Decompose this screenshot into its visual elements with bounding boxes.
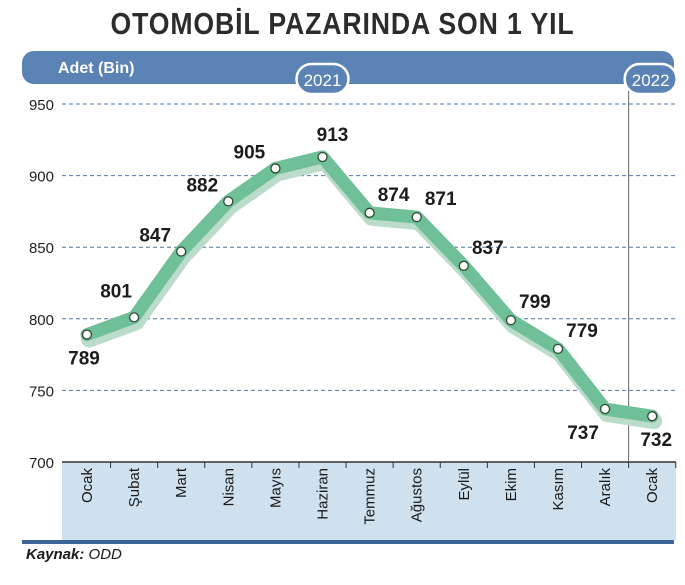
y-axis-label: Adet (Bin)	[58, 60, 134, 77]
data-label: 847	[139, 225, 171, 246]
unit-banner	[22, 51, 674, 84]
data-point	[552, 343, 564, 355]
data-label: 732	[640, 430, 672, 451]
x-tick-label: Kasım	[550, 468, 567, 511]
data-point	[317, 151, 328, 163]
data-label: 779	[566, 321, 598, 342]
x-tick-label: Eylül	[456, 468, 473, 501]
y-tick-label: 850	[29, 240, 54, 257]
x-tick-label: Mayıs	[267, 468, 284, 508]
data-point	[223, 196, 234, 207]
y-tick-label: 950	[29, 97, 54, 114]
data-point	[505, 315, 517, 326]
data-point	[411, 211, 422, 223]
data-point	[599, 403, 611, 415]
year-badge-label: 2022	[632, 71, 670, 90]
data-label: 913	[317, 125, 349, 146]
y-tick-label: 750	[29, 383, 54, 400]
x-tick-label: Nisan	[220, 468, 237, 506]
x-tick-label: Ağustos	[409, 468, 426, 522]
data-label: 874	[378, 185, 410, 206]
data-label: 737	[567, 423, 599, 444]
y-tick-label: 800	[29, 312, 54, 329]
x-axis-band	[62, 462, 676, 540]
chart-title: OTOMOBİL PAZARINDA SON 1 YIL	[110, 6, 575, 41]
data-label: 905	[234, 142, 266, 163]
series-line-shadow	[81, 153, 663, 430]
year-badge	[623, 62, 678, 96]
x-tick-label: Ekim	[503, 468, 520, 501]
data-label: 837	[472, 238, 504, 259]
data-label: 801	[100, 281, 132, 302]
y-tick-label: 900	[29, 169, 54, 186]
data-point	[128, 312, 140, 323]
bottom-rule	[22, 540, 674, 544]
x-tick-label: Ocak	[644, 468, 661, 504]
source-note: Kaynak: ODD	[26, 546, 122, 563]
y-tick-label: 700	[29, 455, 54, 472]
year-badge-label: 2021	[304, 71, 342, 90]
source-label: Kaynak:	[26, 546, 85, 563]
data-point	[458, 260, 469, 271]
data-label: 882	[186, 175, 218, 196]
data-label: 789	[68, 349, 100, 370]
x-tick-label: Şubat	[126, 467, 143, 507]
data-label: 799	[519, 292, 551, 313]
data-point	[647, 411, 658, 422]
data-point	[176, 246, 187, 257]
x-tick-label: Haziran	[315, 468, 332, 520]
x-tick-label: Temmuz	[362, 468, 379, 525]
data-point	[364, 207, 375, 218]
x-tick-label: Mart	[173, 467, 190, 498]
source-value: ODD	[88, 546, 122, 563]
data-point	[270, 163, 281, 174]
data-point	[81, 329, 93, 340]
series-line	[80, 150, 659, 423]
x-tick-label: Aralık	[597, 468, 614, 507]
year-badge	[295, 62, 350, 96]
data-label: 871	[425, 189, 457, 210]
x-tick-label: Ocak	[79, 468, 96, 504]
